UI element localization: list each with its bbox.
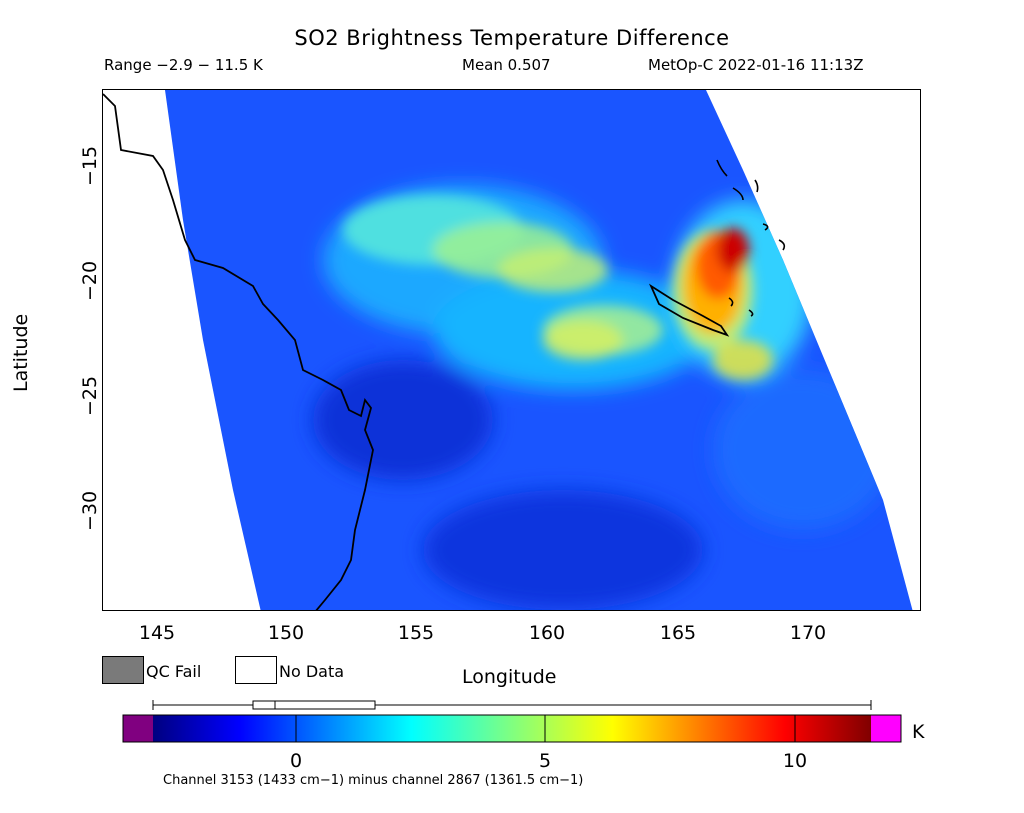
range-label: Range −2.9 − 11.5 K [104, 56, 263, 74]
qc-fail-label: QC Fail [146, 662, 202, 681]
y-axis-label: Latitude [10, 313, 32, 392]
x-tick-label: 170 [789, 622, 827, 644]
vanuatu-islands [716, 159, 786, 317]
swath-field [165, 90, 913, 610]
colorbar-over-swatch [871, 715, 901, 742]
no-data-label: No Data [279, 662, 345, 681]
y-tick-label: −15 [79, 145, 102, 187]
y-tick-label: −20 [79, 260, 102, 302]
y-tick-label: −25 [79, 375, 102, 417]
australia-coastline [103, 93, 374, 610]
channel-footnote: Channel 3153 (1433 cm−1) minus channel 2… [163, 773, 584, 788]
x-tick-label: 150 [267, 622, 305, 644]
satellite-time-label: MetOp-C 2022-01-16 11:13Z [648, 56, 864, 74]
qc-fail-swatch [102, 656, 144, 684]
map-panel [102, 89, 921, 611]
so2-map [103, 90, 913, 610]
colorbar-tick-label: 5 [538, 750, 552, 772]
no-data-swatch [235, 656, 277, 684]
x-tick-label: 145 [138, 622, 176, 644]
x-tick-label: 165 [659, 622, 697, 644]
mean-label: Mean 0.507 [462, 56, 551, 74]
y-tick-label: −30 [79, 490, 102, 532]
x-tick-label: 160 [528, 622, 566, 644]
box-whisker [152, 700, 872, 710]
new-caledonia-coastline [648, 283, 730, 337]
colorbar-tick-label: 0 [289, 750, 303, 772]
colorbar-gradient [153, 715, 871, 742]
colorbar-tick-label: 10 [782, 750, 808, 772]
plot-title: SO2 Brightness Temperature Difference [294, 26, 730, 50]
colorbar-under-swatch [123, 715, 153, 742]
colorbar-unit: K [912, 721, 925, 743]
x-tick-label: 155 [397, 622, 435, 644]
x-axis-label: Longitude [462, 666, 557, 688]
